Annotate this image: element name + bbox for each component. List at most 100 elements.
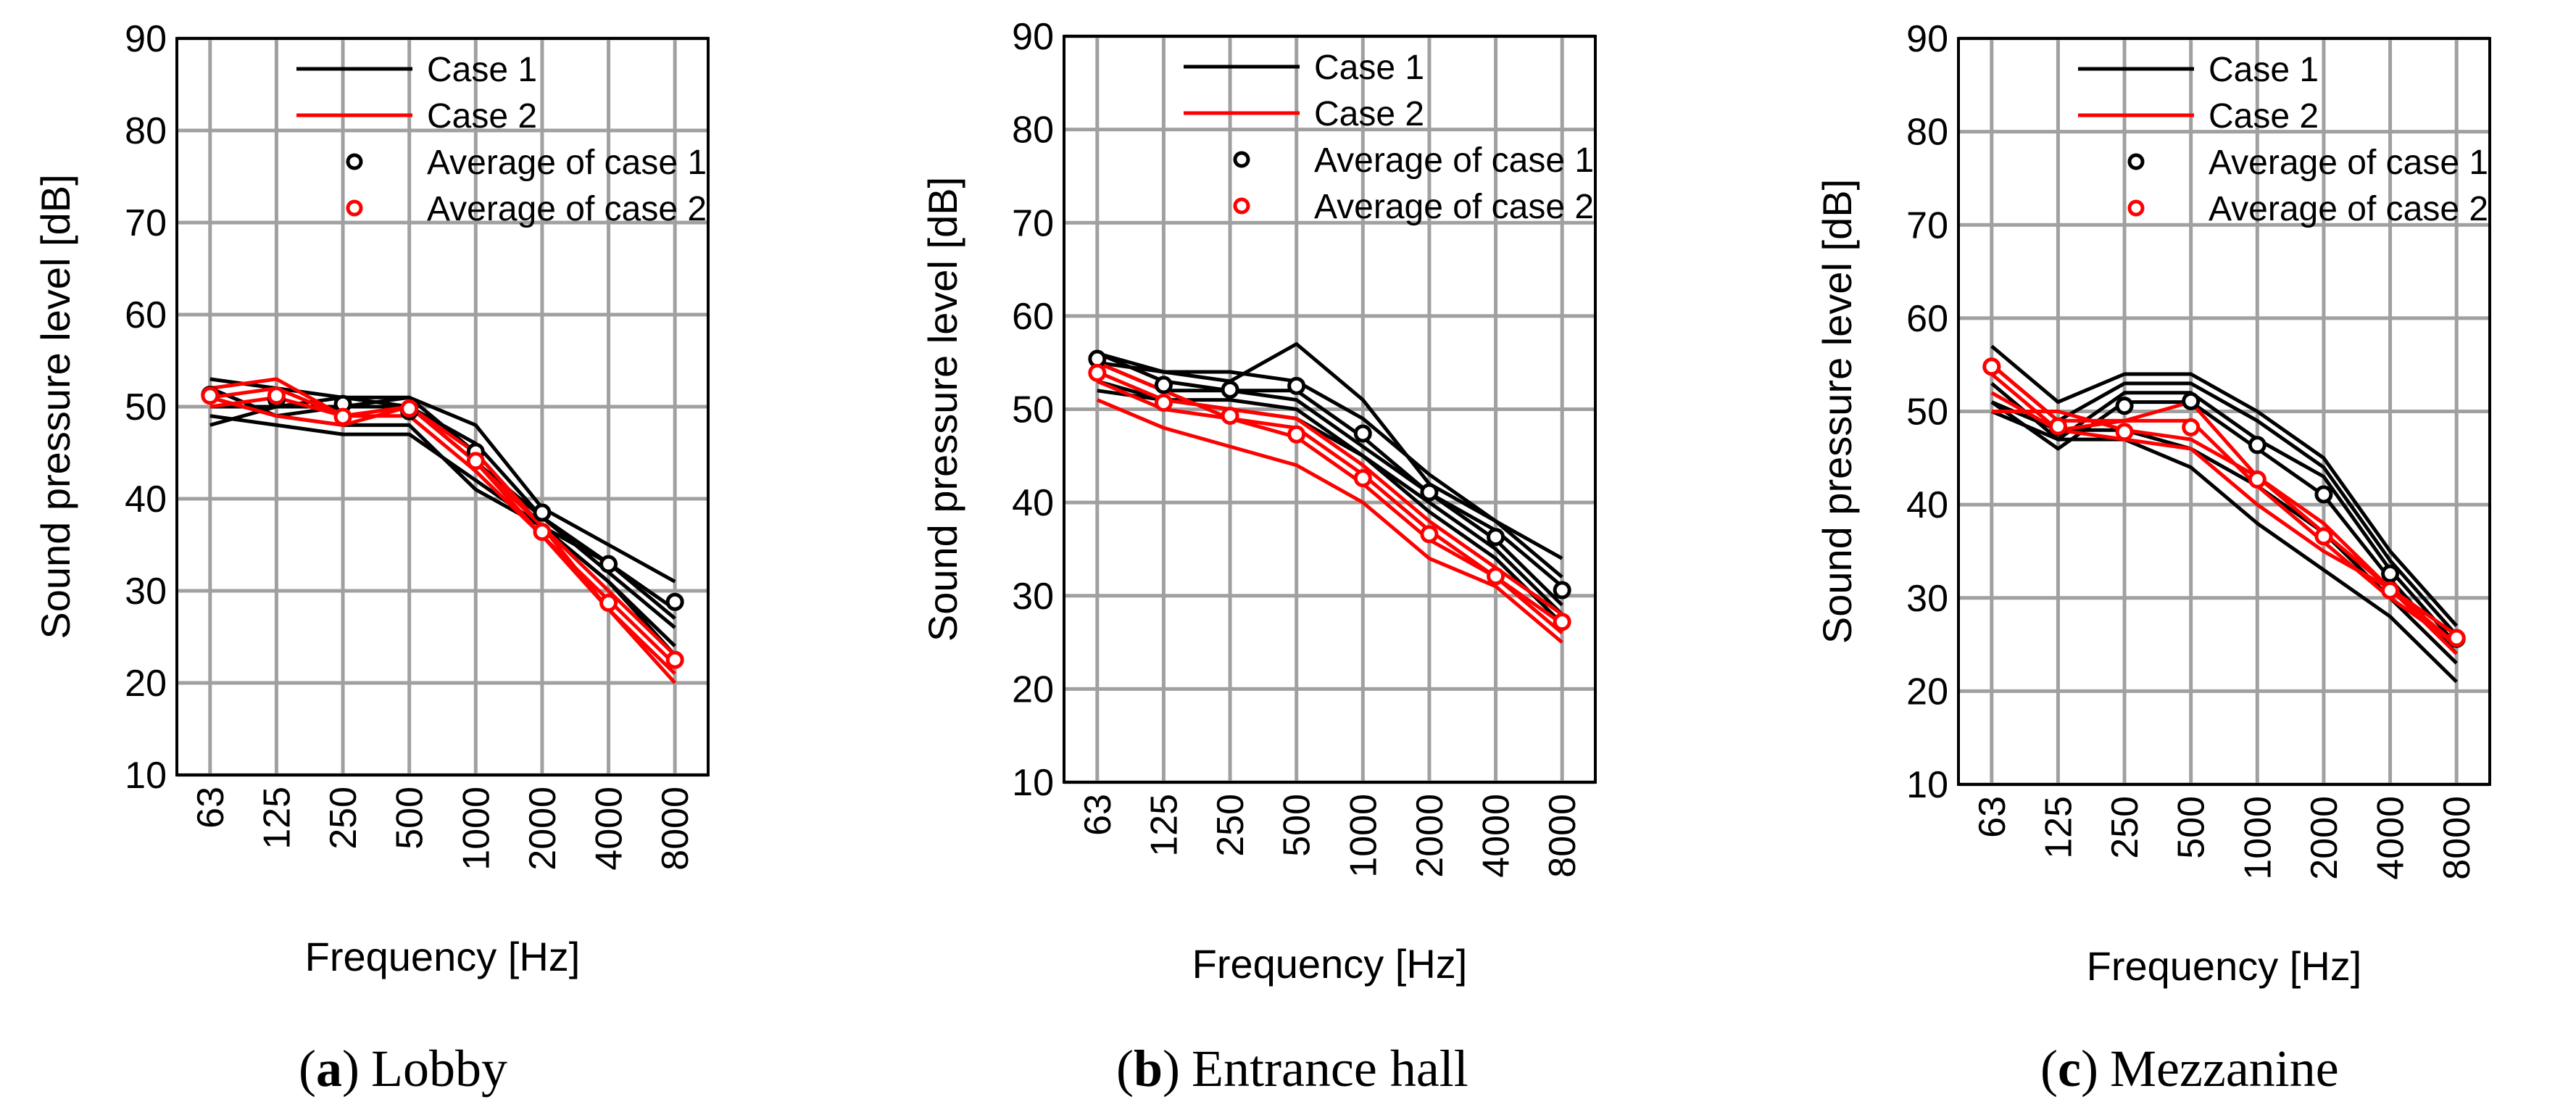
y-tick-label: 80 — [125, 110, 167, 152]
y-tick-label: 10 — [1906, 764, 1948, 806]
x-tick-label: 2000 — [1409, 794, 1451, 878]
legend-label-average-case2: Average of case 2 — [1314, 188, 1594, 226]
legend: Case 1 Case 2 Average of case 1 Average … — [296, 51, 707, 228]
average-case2-marker — [1487, 567, 1505, 586]
legend: Case 1 Case 2 Average of case 1 Average … — [2078, 51, 2488, 228]
y-tick-label: 20 — [1012, 668, 1054, 710]
series-line-case2 — [1990, 391, 2458, 655]
y-tick-label: 70 — [1906, 204, 1948, 246]
average-case2-marker — [333, 407, 352, 426]
average-case2-marker — [1154, 393, 1173, 412]
average-case2-marker — [1420, 525, 1439, 544]
x-tick-label: 500 — [1276, 794, 1318, 857]
series-line-case2 — [1096, 398, 1563, 644]
series-line-case2 — [1990, 373, 2458, 647]
x-tick-label: 63 — [1077, 794, 1119, 836]
y-tick-label: 10 — [1012, 762, 1054, 804]
series-line-case2 — [1096, 370, 1563, 616]
y-tick-label: 40 — [125, 478, 167, 521]
y-tick-label: 40 — [1012, 482, 1054, 524]
average-case1-marker — [599, 555, 618, 573]
y-tick-label: 30 — [1012, 576, 1054, 618]
series-line-case1 — [1096, 351, 1563, 588]
chart-panel-lobby: 90 80 70 60 50 40 30 20 10 63 125 250 500 1000 2000 40… — [33, 18, 710, 1098]
x-tick-label: 63 — [190, 787, 232, 829]
y-axis-title: Sound pressure level [dB] — [1814, 179, 1860, 644]
x-tick-label: 250 — [1210, 794, 1252, 857]
y-tick-label: 50 — [1906, 391, 1948, 434]
legend-label-case2: Case 2 — [2209, 97, 2319, 136]
legend-label-average-case1: Average of case 1 — [1314, 141, 1594, 180]
average-case1-marker — [533, 503, 552, 522]
x-tick-label: 250 — [323, 787, 365, 850]
average-case2-marker — [2182, 418, 2201, 436]
y-tick-label: 30 — [1906, 578, 1948, 620]
average-case2-marker — [400, 399, 419, 418]
average-case2-marker — [2447, 629, 2466, 647]
y-tick-label: 20 — [125, 663, 167, 705]
x-tick-label: 1000 — [2237, 796, 2279, 880]
y-tick-label: 50 — [1012, 389, 1054, 431]
average-case1-marker — [1420, 483, 1439, 502]
legend-marker-average-case2 — [346, 199, 363, 217]
average-case2-marker — [665, 650, 684, 669]
x-tick-label: 500 — [2171, 796, 2213, 859]
average-case2-marker — [466, 452, 485, 470]
x-tick-label: 2000 — [2303, 796, 2346, 880]
legend-label-case2: Case 2 — [427, 97, 537, 136]
y-tick-label: 80 — [1012, 109, 1054, 152]
average-case2-marker — [1287, 425, 1306, 444]
average-case1-marker — [1287, 376, 1306, 395]
legend-marker-average-case2 — [1233, 197, 1250, 215]
series-line-case1 — [209, 377, 676, 584]
average-case1-marker — [2182, 391, 2201, 410]
legend-label-average-case2: Average of case 2 — [427, 190, 707, 228]
average-case2-marker — [1088, 363, 1107, 382]
series-line-case1 — [209, 414, 677, 657]
x-tick-label: 4000 — [1476, 794, 1518, 878]
panel-caption: (b) Entrance hall — [1116, 1040, 1468, 1098]
legend: Case 1 Case 2 Average of case 1 Average … — [1184, 49, 1594, 226]
y-tick-label: 70 — [1012, 202, 1054, 244]
x-tick-label: 4000 — [589, 787, 631, 871]
average-case2-marker — [2048, 417, 2067, 436]
average-case2-marker — [2115, 423, 2134, 441]
y-tick-label: 90 — [125, 18, 167, 60]
plot-frame — [1063, 35, 1597, 784]
series-line-case2 — [1096, 379, 1563, 635]
x-tick-label: 125 — [256, 787, 298, 850]
series-line-case2 — [209, 395, 676, 657]
legend-marker-average-case1 — [1233, 151, 1250, 168]
x-tick-label: 500 — [389, 787, 431, 850]
x-axis-title: Frequency [Hz] — [305, 934, 581, 979]
plot-frame — [1957, 37, 2491, 786]
legend-marker-average-case1 — [346, 153, 363, 170]
series-line-case1 — [209, 395, 676, 621]
y-axis-title: Sound pressure level [dB] — [33, 174, 78, 639]
average-case2-marker — [599, 594, 618, 613]
series-line-case2 — [209, 395, 677, 684]
average-case2-marker — [2381, 581, 2400, 600]
x-tick-label: 125 — [2037, 796, 2080, 859]
x-tick-label: 63 — [1972, 796, 2014, 838]
series-line-case1 — [1990, 344, 2459, 627]
average-case1-marker — [2381, 564, 2400, 583]
average-case1-marker — [1353, 424, 1372, 443]
y-tick-label: 90 — [1906, 18, 1948, 60]
average-case2-marker — [1221, 407, 1239, 426]
y-tick-label: 60 — [1012, 296, 1054, 338]
x-tick-label: 1000 — [455, 787, 497, 871]
y-axis-title: Sound pressure level [dB] — [920, 177, 965, 642]
series-line-case1 — [1097, 389, 1563, 626]
y-tick-label: 10 — [125, 755, 167, 797]
average-case2-marker — [1353, 469, 1372, 488]
x-axis-title: Frequency [Hz] — [1192, 941, 1468, 987]
average-case1-marker — [1553, 581, 1571, 600]
average-case2-marker — [1553, 613, 1571, 631]
average-case2-marker — [2314, 527, 2333, 546]
average-case1-marker — [2115, 397, 2134, 415]
average-case2-marker — [267, 386, 286, 405]
y-tick-label: 20 — [1906, 671, 1948, 713]
average-case1-marker — [1221, 380, 1239, 399]
y-tick-label: 80 — [1906, 112, 1948, 154]
